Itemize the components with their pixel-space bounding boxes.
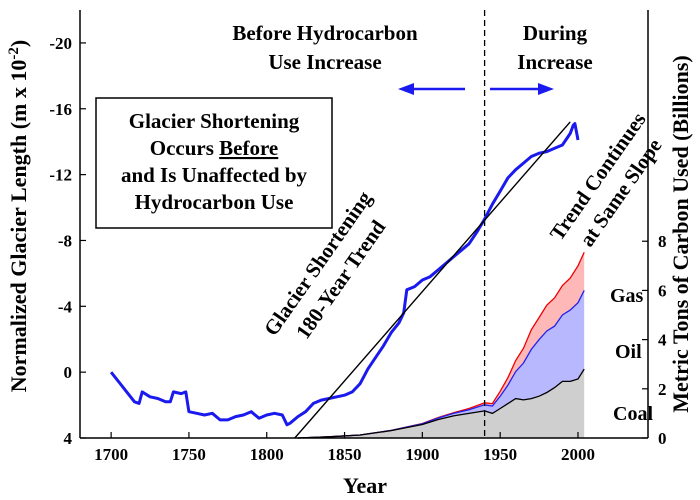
oil-label: Oil (615, 341, 642, 363)
during-annotation-line2: Increase (517, 50, 592, 74)
gas-label: Gas (610, 285, 644, 307)
y-tick-label--16: -16 (49, 100, 72, 119)
y2-tick-label-8: 8 (658, 232, 667, 251)
y2-tick-label-2: 2 (658, 380, 667, 399)
x-tick-label-1900: 1900 (405, 445, 439, 464)
before-annotation-line2: Use Increase (268, 50, 381, 74)
y2-tick-label-0: 0 (658, 429, 667, 448)
during-annotation-line1: During (523, 21, 588, 45)
note-line2: Occurs Before (150, 136, 279, 160)
x-tick-label-1950: 1950 (483, 445, 517, 464)
y-tick-label-4: 4 (64, 429, 73, 448)
x-tick-label-1700: 1700 (94, 445, 128, 464)
glacier-line (109, 122, 580, 427)
y-axis-title-main: Normalized Glacier Length (m x 10 (6, 60, 31, 393)
y-tick-label-0: 0 (64, 363, 73, 382)
y2-tick-label-6: 6 (658, 281, 667, 300)
y-tick-label--20: -20 (49, 34, 72, 53)
x-tick-label-1750: 1750 (172, 445, 206, 464)
continues-annotation: Trend Continues at Same Slope (545, 108, 667, 251)
right-arrow (490, 83, 554, 95)
x-axis-title: Year (343, 473, 387, 498)
x-tick-label-2000: 2000 (561, 445, 595, 464)
before-annotation-line1: Before Hydrocarbon (232, 21, 418, 45)
trend-line (294, 121, 571, 439)
note-line3: and Is Unaffected by (121, 163, 308, 187)
note-line2-underlined: Before (219, 136, 278, 160)
note-line1: Glacier Shortening (129, 109, 300, 133)
y-tick-label--12: -12 (49, 166, 72, 185)
y-tick-label--8: -8 (58, 231, 72, 250)
x-tick-label-1800: 1800 (250, 445, 284, 464)
y-axis-title: Normalized Glacier Length (m x 10-2) (6, 40, 31, 392)
y-axis-title-end: ) (6, 40, 31, 47)
coal-label: Coal (613, 403, 653, 425)
right-axis-title: Metric Tons of Carbon Used (Billions) (668, 55, 693, 413)
y-axis-title-superscript: -2 (6, 47, 22, 60)
oil-area (297, 290, 585, 438)
note-line4: Hydrocarbon Use (135, 190, 294, 214)
note-box (95, 97, 333, 229)
note-line2-start: Occurs (150, 136, 219, 160)
x-tick-label-1850: 1850 (328, 445, 362, 464)
left-arrow (398, 83, 465, 95)
y-tick-label--4: -4 (58, 297, 73, 316)
coal-area (297, 369, 585, 438)
coal-line (297, 368, 585, 439)
gas-area (297, 252, 585, 438)
y2-tick-label-4: 4 (658, 331, 667, 350)
